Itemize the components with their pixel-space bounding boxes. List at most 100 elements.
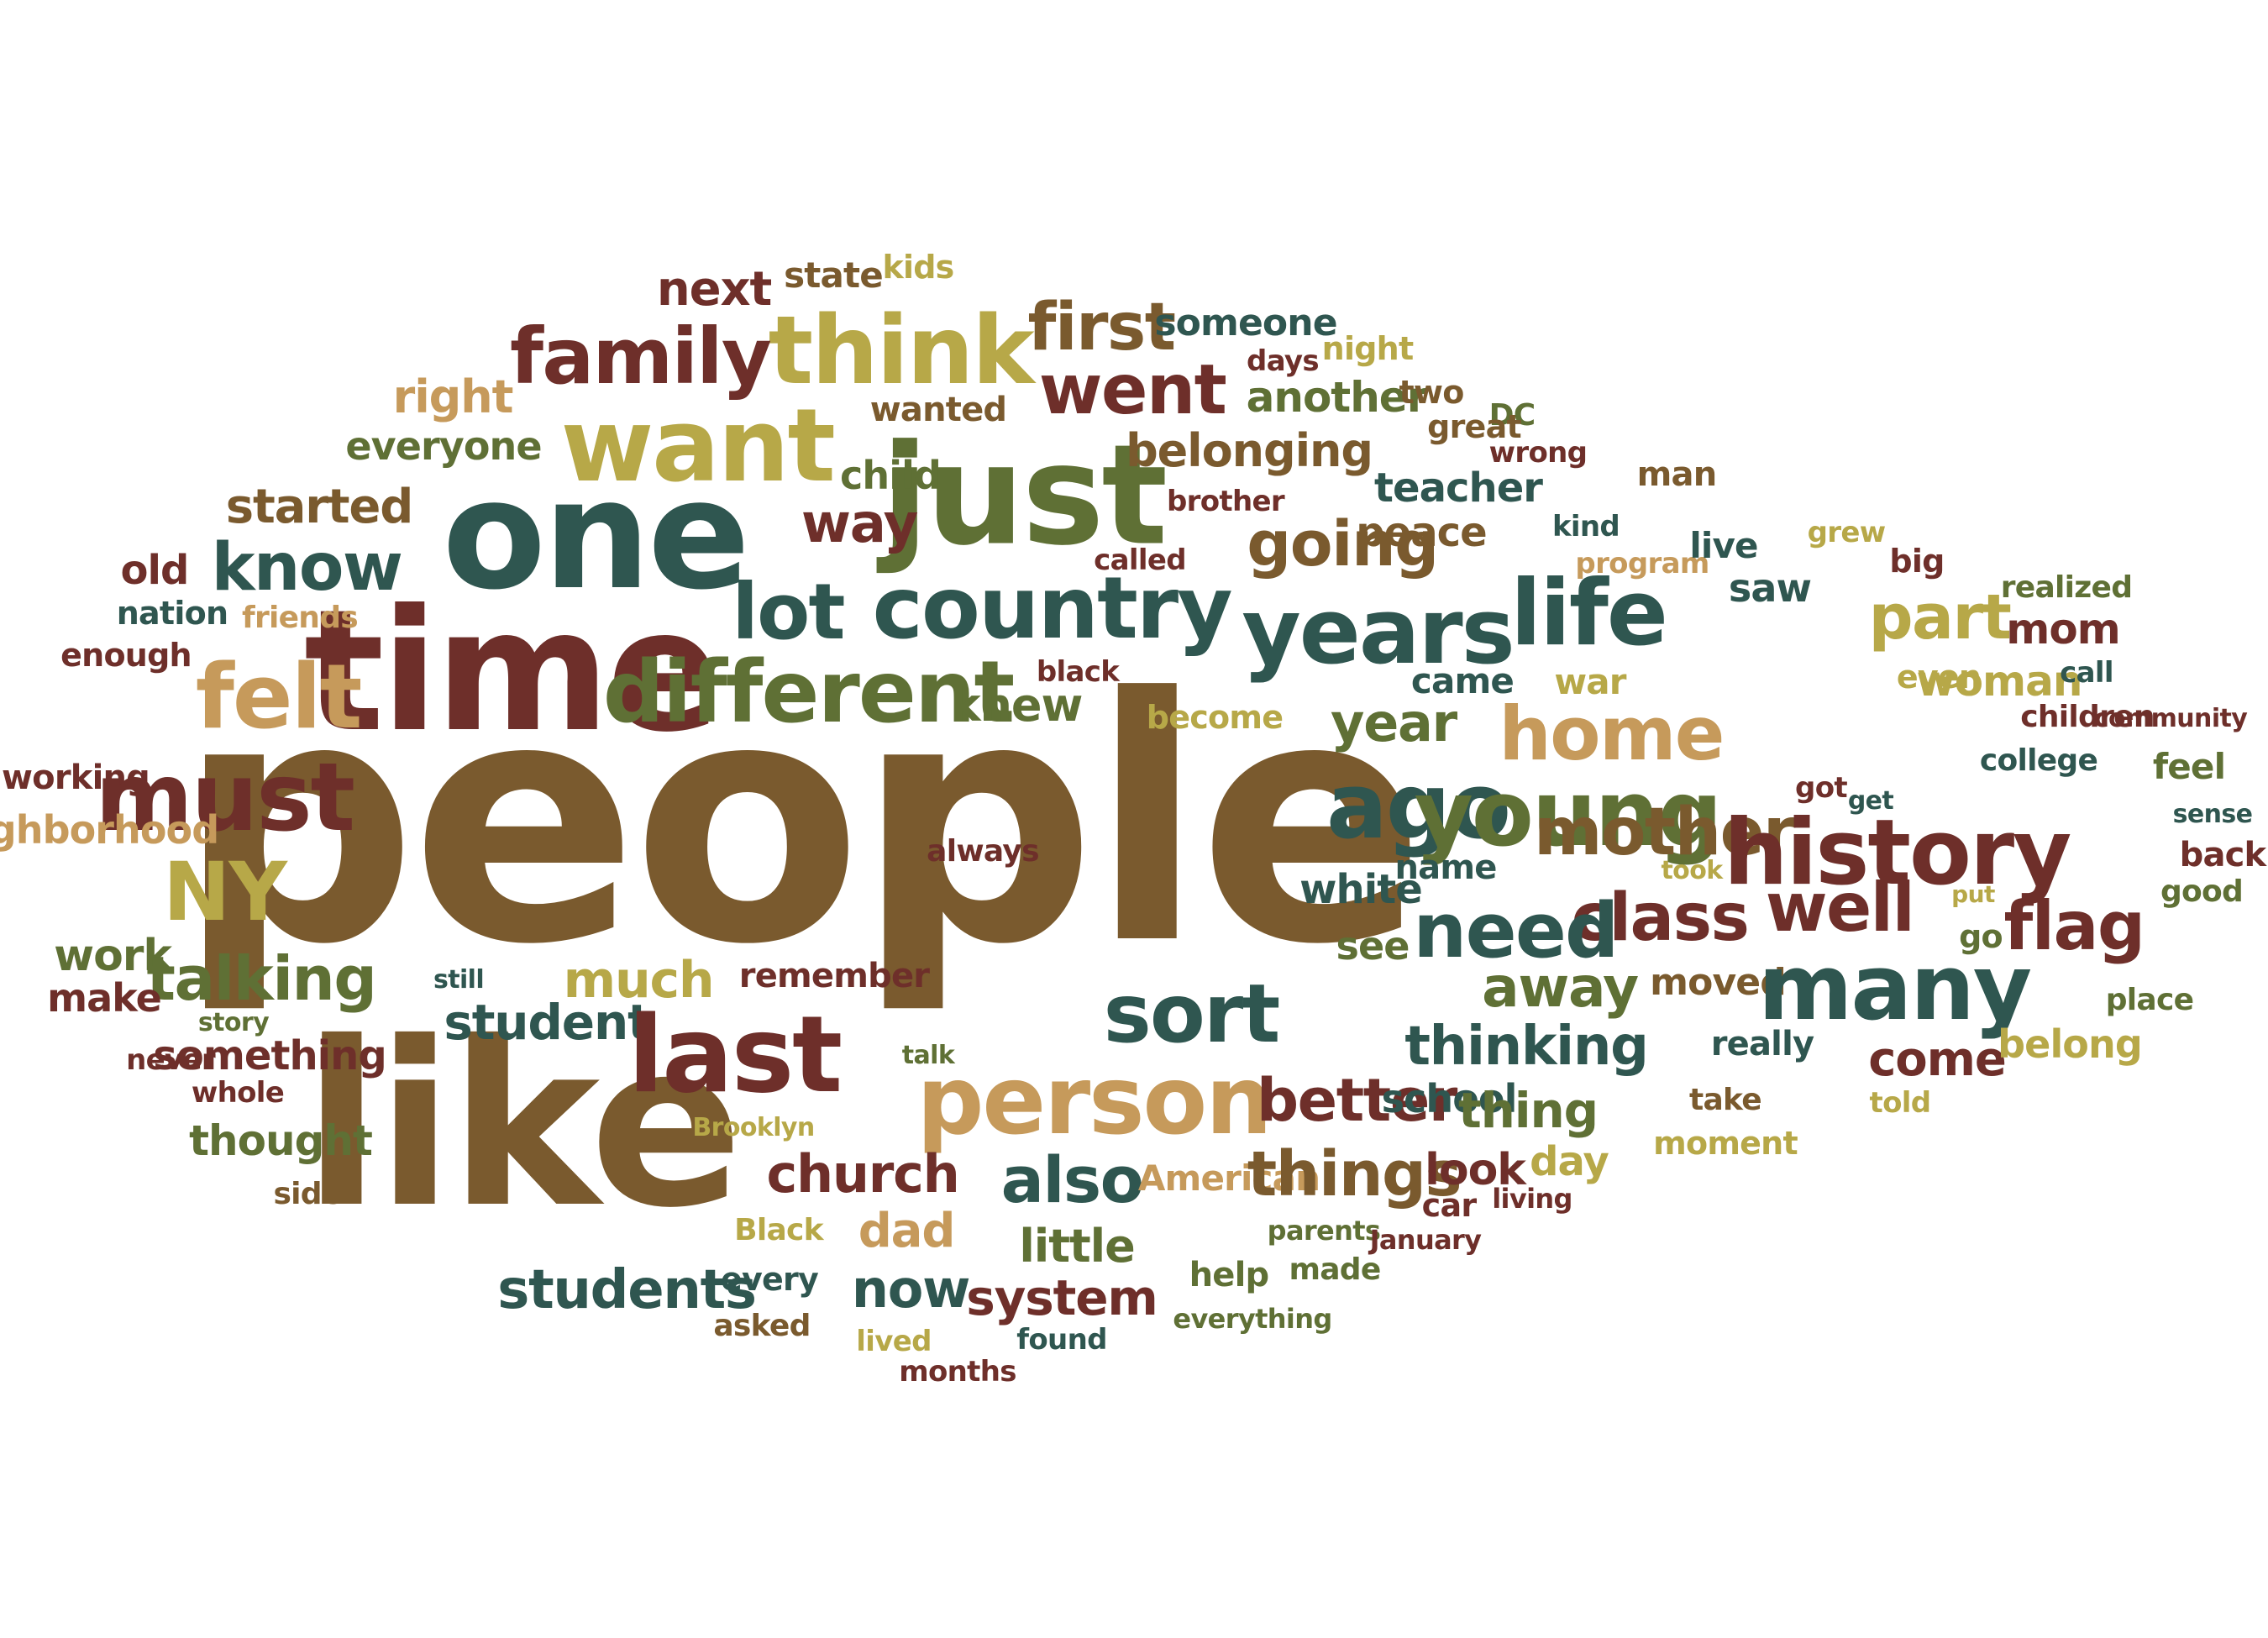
word-saw: saw	[1728, 565, 1812, 611]
word-came: came	[1410, 660, 1515, 701]
word-help: help	[1189, 1256, 1270, 1294]
word-grew: grew	[1807, 516, 1887, 549]
word-get: get	[1847, 786, 1894, 816]
word-now: now	[851, 1258, 971, 1320]
word-side: side	[273, 1177, 342, 1211]
word-talk: talk	[901, 1041, 955, 1070]
word-flag: flag	[2003, 887, 2145, 965]
word-felt: felt	[195, 645, 363, 748]
word-got: got	[1795, 771, 1848, 805]
word-knew: knew	[950, 679, 1084, 732]
word-lot: lot	[732, 567, 845, 657]
word-parents: parents	[1267, 1215, 1381, 1247]
word-class: class	[1571, 880, 1750, 956]
word-everything: everything	[1173, 1303, 1332, 1335]
word-must: must	[95, 743, 355, 853]
word-become: become	[1146, 699, 1284, 736]
word-make: make	[47, 975, 162, 1021]
word-right: right	[392, 370, 514, 423]
word-last: last	[627, 993, 843, 1116]
word-way: way	[801, 493, 919, 555]
word-lived: lived	[856, 1325, 932, 1358]
word-teacher: teacher	[1373, 465, 1543, 512]
word-went: went	[1038, 350, 1227, 430]
word-brooklyn: Brooklyn	[692, 1113, 815, 1142]
word-never: never	[126, 1043, 216, 1077]
word-take: take	[1688, 1083, 1762, 1117]
word-black: black	[1036, 655, 1120, 689]
word-remember: remember	[738, 957, 930, 995]
word-state: state	[784, 255, 884, 296]
word-many: many	[1757, 936, 2032, 1041]
word-student: student	[444, 994, 650, 1051]
word-away: away	[1482, 955, 1639, 1020]
word-called: called	[1094, 543, 1186, 577]
word-look: look	[1425, 1145, 1526, 1195]
word-part: part	[1868, 581, 2012, 654]
word-brother: brother	[1167, 485, 1285, 518]
word-day: day	[1530, 1138, 1609, 1185]
word-sense: sense	[2172, 800, 2253, 829]
word-call: call	[2060, 656, 2113, 690]
word-took: took	[1661, 856, 1723, 885]
word-wanted: wanted	[869, 391, 1007, 429]
word-whole: whole	[191, 1076, 285, 1110]
word-better: better	[1256, 1066, 1458, 1135]
word-church: church	[766, 1143, 959, 1205]
word-going: going	[1247, 508, 1439, 580]
word-thing: thing	[1458, 1082, 1599, 1139]
word-mom: mom	[2006, 605, 2121, 654]
word-belong: belong	[1998, 1021, 2143, 1067]
word-just: just	[881, 414, 1168, 576]
word-made: made	[1289, 1252, 1381, 1287]
word-put: put	[1951, 880, 1995, 908]
word-much: much	[563, 951, 715, 1010]
word-asked: asked	[713, 1309, 811, 1343]
word-time: time	[303, 574, 721, 769]
word-another: another	[1246, 373, 1428, 422]
word-know: know	[211, 530, 403, 606]
word-american: American	[1137, 1158, 1320, 1199]
word-person: person	[916, 1047, 1273, 1156]
word-wrong: wrong	[1488, 436, 1588, 470]
word-working: working	[2, 759, 150, 797]
word-story: story	[197, 1008, 270, 1037]
word-family: family	[510, 312, 772, 402]
word-something: something	[153, 1032, 387, 1079]
word-students: students	[497, 1259, 757, 1321]
word-ago: ago	[1326, 754, 1511, 859]
word-one: one	[442, 448, 750, 623]
word-enough: enough	[60, 637, 192, 674]
word-work: work	[54, 931, 172, 981]
word-name: name	[1394, 848, 1497, 887]
word-children: children	[2020, 700, 2155, 734]
word-home: home	[1499, 690, 1725, 777]
word-see: see	[1336, 923, 1410, 969]
word-first: first	[1027, 290, 1176, 365]
word-car: car	[1421, 1187, 1477, 1224]
word-ny: NY	[162, 845, 287, 939]
word-live: live	[1689, 525, 1758, 566]
word-next: next	[656, 262, 772, 317]
word-back: back	[2179, 836, 2267, 874]
word-belonging: belonging	[1126, 424, 1373, 477]
word-white: white	[1299, 866, 1423, 913]
word-always: always	[927, 834, 1039, 869]
word-everyone: everyone	[345, 423, 542, 469]
word-country: country	[872, 559, 1232, 659]
word-peace: peace	[1356, 509, 1487, 556]
word-mother: mother	[1534, 795, 1795, 870]
word-want: want	[560, 388, 835, 505]
word-dc: DC	[1488, 398, 1536, 433]
word-people: people	[176, 627, 1425, 1018]
word-sort: sort	[1103, 967, 1281, 1061]
word-night: night	[1321, 330, 1414, 367]
word-black: Black	[734, 1213, 823, 1247]
word-school: school	[1381, 1076, 1518, 1121]
word-kind: kind	[1551, 510, 1620, 543]
word-life: life	[1510, 561, 1668, 666]
word-years: years	[1242, 580, 1515, 685]
word-two: two	[1399, 374, 1464, 411]
word-also: also	[1000, 1142, 1144, 1217]
